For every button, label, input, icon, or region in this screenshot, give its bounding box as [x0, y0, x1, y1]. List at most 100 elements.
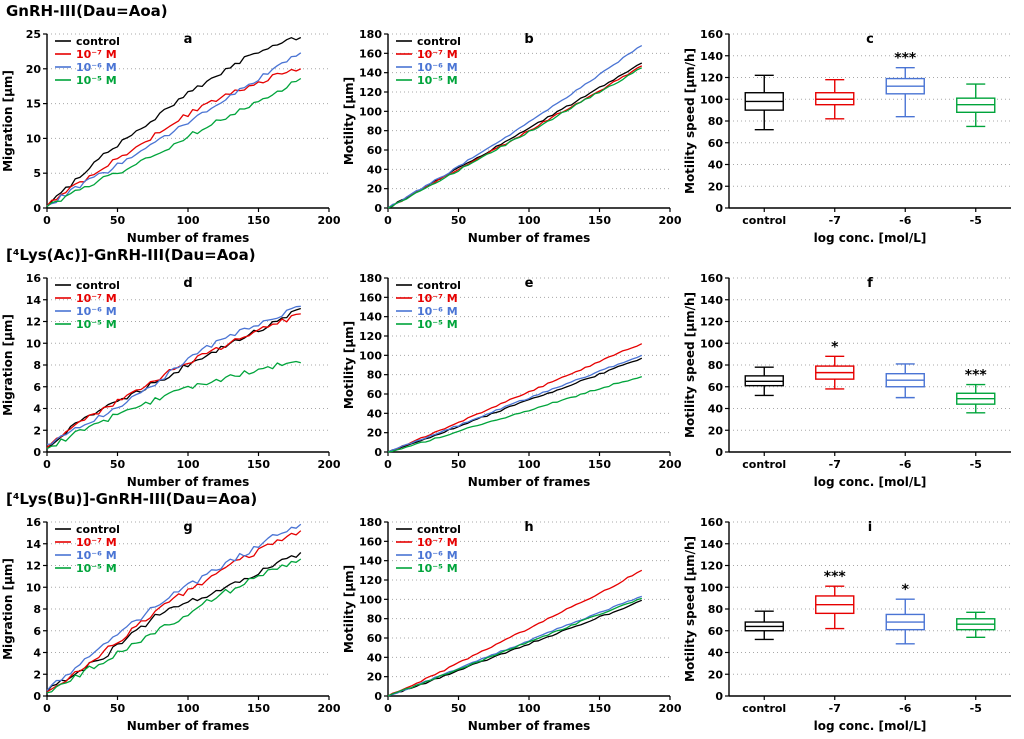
svg-text:10: 10 — [26, 581, 42, 594]
svg-text:10⁻⁶ M: 10⁻⁶ M — [417, 61, 458, 74]
panel-a: 0 5 10 15 20 25 Migration [μm] Number of frames… — [0, 20, 341, 246]
svg-text:180: 180 — [359, 28, 382, 41]
svg-text:100: 100 — [359, 349, 382, 362]
panel-c: 0 20 40 60 80 100 120 140 160 Motility speed [μm/… — [682, 20, 1023, 246]
row-1-panels: 0 5 10 15 20 25 Migration [μm] Number of frames… — [0, 20, 1024, 246]
svg-text:40: 40 — [367, 407, 383, 420]
svg-text:0: 0 — [43, 214, 51, 227]
svg-text:200: 200 — [659, 458, 682, 471]
svg-text:10⁻⁷ M: 10⁻⁷ M — [417, 48, 458, 61]
svg-text:***: *** — [824, 569, 847, 585]
svg-text:-5: -5 — [970, 214, 982, 227]
svg-text:0: 0 — [43, 458, 51, 471]
svg-text:120: 120 — [700, 560, 723, 573]
panel-b: 0 20 40 60 80 100 120 140 160 180 Motility [μm] Num… — [341, 20, 682, 246]
svg-text:40: 40 — [367, 163, 383, 176]
svg-text:120: 120 — [359, 574, 382, 587]
svg-text:60: 60 — [367, 388, 383, 401]
svg-text:-5: -5 — [970, 702, 982, 715]
svg-text:160: 160 — [359, 47, 382, 60]
svg-text:50: 50 — [451, 458, 467, 471]
svg-text:150: 150 — [588, 458, 611, 471]
svg-text:60: 60 — [367, 144, 383, 157]
svg-text:200: 200 — [659, 702, 682, 715]
svg-text:40: 40 — [367, 651, 383, 664]
svg-text:0: 0 — [715, 446, 723, 459]
svg-text:150: 150 — [247, 214, 270, 227]
svg-text:150: 150 — [247, 702, 270, 715]
svg-text:Motility speed [μm/h]: Motility speed [μm/h] — [683, 48, 697, 194]
svg-text:50: 50 — [451, 214, 467, 227]
svg-text:0: 0 — [384, 214, 392, 227]
svg-text:i: i — [868, 520, 872, 535]
svg-text:Migration [μm]: Migration [μm] — [1, 70, 15, 172]
svg-text:100: 100 — [359, 593, 382, 606]
svg-text:10⁻⁷ M: 10⁻⁷ M — [76, 536, 117, 549]
svg-text:150: 150 — [588, 214, 611, 227]
svg-text:50: 50 — [110, 702, 126, 715]
svg-text:50: 50 — [110, 214, 126, 227]
svg-text:-6: -6 — [899, 214, 912, 227]
svg-text:200: 200 — [318, 458, 341, 471]
svg-text:100: 100 — [700, 93, 723, 106]
svg-text:10: 10 — [26, 132, 42, 145]
svg-text:200: 200 — [318, 702, 341, 715]
panel-i: 0 20 40 60 80 100 120 140 160 Motility speed [μm/… — [682, 508, 1023, 734]
svg-text:180: 180 — [359, 272, 382, 285]
svg-text:control: control — [417, 279, 461, 292]
svg-text:20: 20 — [708, 424, 724, 437]
svg-text:160: 160 — [700, 516, 723, 529]
svg-text:20: 20 — [367, 183, 383, 196]
svg-text:-6: -6 — [899, 702, 912, 715]
svg-text:50: 50 — [451, 702, 467, 715]
svg-text:control: control — [76, 279, 120, 292]
svg-text:Migration [μm]: Migration [μm] — [1, 314, 15, 416]
svg-text:0: 0 — [715, 202, 723, 215]
svg-text:log conc. [mol/L]: log conc. [mol/L] — [814, 719, 927, 733]
panel-b-chart: 0 20 40 60 80 100 120 140 160 180 Motility [μm] Num… — [342, 28, 682, 245]
panel-g: 0 2 4 6 8 10 12 14 16 Migration [μm] Number of fra… — [0, 508, 341, 734]
svg-text:100: 100 — [700, 581, 723, 594]
svg-text:12: 12 — [26, 560, 41, 573]
panel-e-chart: 0 20 40 60 80 100 120 140 160 180 Motility [μm] Num… — [342, 272, 682, 489]
svg-text:140: 140 — [700, 538, 723, 551]
panel-d-chart: 0 2 4 6 8 10 12 14 16 Migration [μm] Number of fra… — [1, 272, 341, 489]
svg-text:Number of frames: Number of frames — [127, 231, 250, 245]
svg-text:80: 80 — [367, 369, 383, 382]
svg-text:0: 0 — [374, 446, 382, 459]
svg-text:0: 0 — [43, 702, 51, 715]
svg-text:control: control — [417, 523, 461, 536]
svg-text:0: 0 — [715, 690, 723, 703]
svg-text:20: 20 — [367, 671, 383, 684]
svg-text:10⁻⁷ M: 10⁻⁷ M — [76, 292, 117, 305]
svg-text:40: 40 — [708, 159, 724, 172]
svg-text:10: 10 — [26, 337, 42, 350]
svg-text:*: * — [902, 582, 910, 598]
svg-text:100: 100 — [518, 214, 541, 227]
svg-text:4: 4 — [33, 403, 41, 416]
svg-text:80: 80 — [367, 613, 383, 626]
svg-text:*: * — [831, 339, 839, 355]
svg-text:control: control — [742, 702, 786, 715]
figure-row-1: GnRH-III(Dau=Aoa) 0 5 10 15 20 25 Migration [μ… — [0, 3, 1024, 246]
svg-text:140: 140 — [359, 67, 382, 80]
svg-text:Motility [μm]: Motility [μm] — [342, 565, 356, 653]
svg-text:120: 120 — [700, 316, 723, 329]
svg-text:150: 150 — [247, 458, 270, 471]
svg-text:140: 140 — [359, 555, 382, 568]
svg-text:log conc. [mol/L]: log conc. [mol/L] — [814, 231, 927, 245]
svg-text:Number of frames: Number of frames — [468, 231, 591, 245]
svg-text:80: 80 — [367, 125, 383, 138]
svg-text:10⁻⁶ M: 10⁻⁶ M — [76, 61, 117, 74]
svg-text:control: control — [76, 523, 120, 536]
svg-text:10⁻⁶ M: 10⁻⁶ M — [76, 549, 117, 562]
svg-text:control: control — [76, 35, 120, 48]
svg-text:Number of frames: Number of frames — [468, 719, 591, 733]
svg-text:Motility [μm]: Motility [μm] — [342, 321, 356, 409]
svg-text:16: 16 — [26, 272, 42, 285]
svg-text:50: 50 — [110, 458, 126, 471]
svg-text:120: 120 — [700, 72, 723, 85]
svg-text:200: 200 — [318, 214, 341, 227]
